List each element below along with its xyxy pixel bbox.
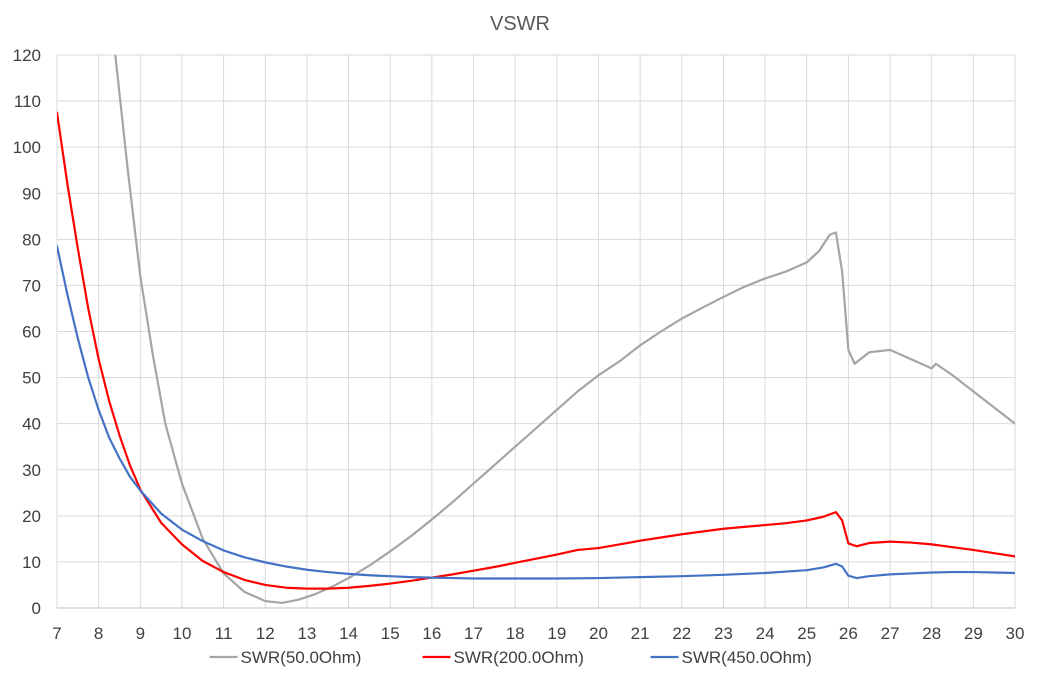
x-tick-label: 29 [964,624,983,643]
chart-title: VSWR [490,13,550,35]
x-tick-label: 14 [339,624,358,643]
x-tick-label: 9 [136,624,145,643]
x-tick-label: 30 [1006,624,1025,643]
x-tick-label: 20 [589,624,608,643]
y-tick-label: 80 [22,230,41,249]
y-tick-label: 60 [22,323,41,342]
y-tick-label: 70 [22,276,41,295]
x-tick-label: 12 [256,624,275,643]
x-tick-label: 16 [422,624,441,643]
x-tick-label: 28 [922,624,941,643]
x-tick-label: 19 [547,624,566,643]
gridlines [56,54,1016,609]
y-tick-label: 30 [22,461,41,480]
x-tick-label: 27 [881,624,900,643]
x-tick-label: 24 [756,624,775,643]
x-tick-label: 11 [215,624,233,643]
y-tick-label: 100 [13,138,41,157]
x-tick-label: 10 [172,624,191,643]
y-tick-label: 120 [13,46,41,65]
legend: SWR(50.0Ohm) SWR(200.0Ohm) SWR(450.0Ohm) [209,648,812,667]
x-tick-label: 17 [464,624,483,643]
axes: 0 10 20 30 40 50 60 70 80 90 100 110 120 7 8 9 10 11 12 13 1… [13,46,1025,643]
x-tick-label: 21 [631,624,650,643]
y-tick-label: 50 [22,369,41,388]
y-tick-label: 110 [14,92,41,111]
y-tick-label: 40 [22,415,41,434]
x-tick-label: 26 [839,624,858,643]
series-line-0 [114,55,1015,605]
legend-label-2: SWR(450.0Ohm) [682,648,812,667]
series-line-1 [57,111,1015,590]
x-tick-label: 25 [797,624,816,643]
y-tick-label: 20 [22,507,41,526]
x-tick-label: 15 [381,624,400,643]
y-tick-label: 90 [22,184,41,203]
legend-label-1: SWR(200.0Ohm) [454,648,584,667]
x-tick-label: 7 [52,624,61,643]
x-tick-label: 23 [714,624,733,643]
legend-label-0: SWR(50.0Ohm) [241,648,362,667]
x-tick-label: 18 [506,624,525,643]
x-tick-label: 8 [94,624,103,643]
x-tick-label: 13 [297,624,316,643]
y-tick-label: 0 [32,599,41,618]
x-tick-label: 22 [672,624,691,643]
series-lines [57,55,1015,605]
y-tick-label: 10 [22,553,41,572]
series-line-2 [57,245,1015,580]
